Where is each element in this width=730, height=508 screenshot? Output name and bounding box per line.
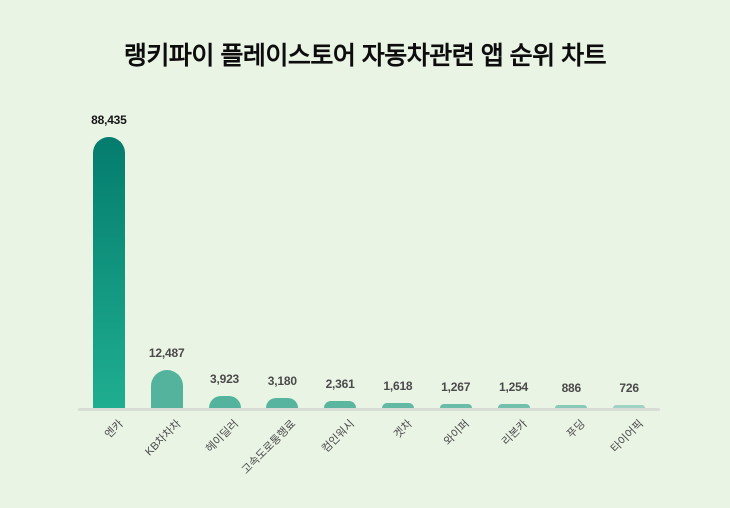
bar-4 (266, 398, 299, 408)
bar-value-label: 886 (561, 381, 582, 395)
x-axis-label: 리본카 (500, 418, 530, 448)
bar-3 (208, 395, 241, 408)
bar-1 (92, 137, 125, 408)
bar-5 (324, 400, 357, 408)
bar-value-label: 1,618 (383, 379, 413, 394)
bar-2 (150, 369, 183, 408)
bar-8 (497, 404, 530, 408)
x-axis-label: 와이퍼 (442, 418, 473, 448)
bar-value-label: 3,923 (209, 371, 240, 386)
bar-10 (613, 405, 646, 408)
x-axis-label: 타이어픽 (608, 418, 646, 456)
x-axis-label: KB차차차 (142, 418, 184, 459)
chart-title: 랭키파이 플레이스토어 자동차관련 앱 순위 차트 (123, 42, 607, 70)
bar-value-label: 3,180 (267, 374, 297, 389)
bar-value-label: 12,487 (148, 345, 185, 360)
bar-value-label: 1,254 (498, 380, 529, 395)
bar-value-label: 726 (619, 381, 639, 395)
x-axis-label: 헤이딜러 (203, 418, 241, 456)
bar-7 (439, 404, 472, 408)
x-axis-label: 고속도로통행료 (240, 418, 299, 477)
x-axis-label: 푸딩 (564, 418, 588, 441)
bar-6 (381, 403, 414, 408)
x-axis-label: 겟차 (391, 418, 415, 441)
x-axis-label: 엔카 (102, 418, 126, 441)
x-axis-line (78, 408, 660, 411)
bar-value-label: 2,361 (325, 376, 355, 391)
bar-value-label: 88,435 (91, 113, 127, 127)
bar-value-label: 1,267 (441, 380, 471, 395)
bar-9 (555, 405, 588, 408)
x-axis-label: 컴인워시 (319, 418, 357, 456)
